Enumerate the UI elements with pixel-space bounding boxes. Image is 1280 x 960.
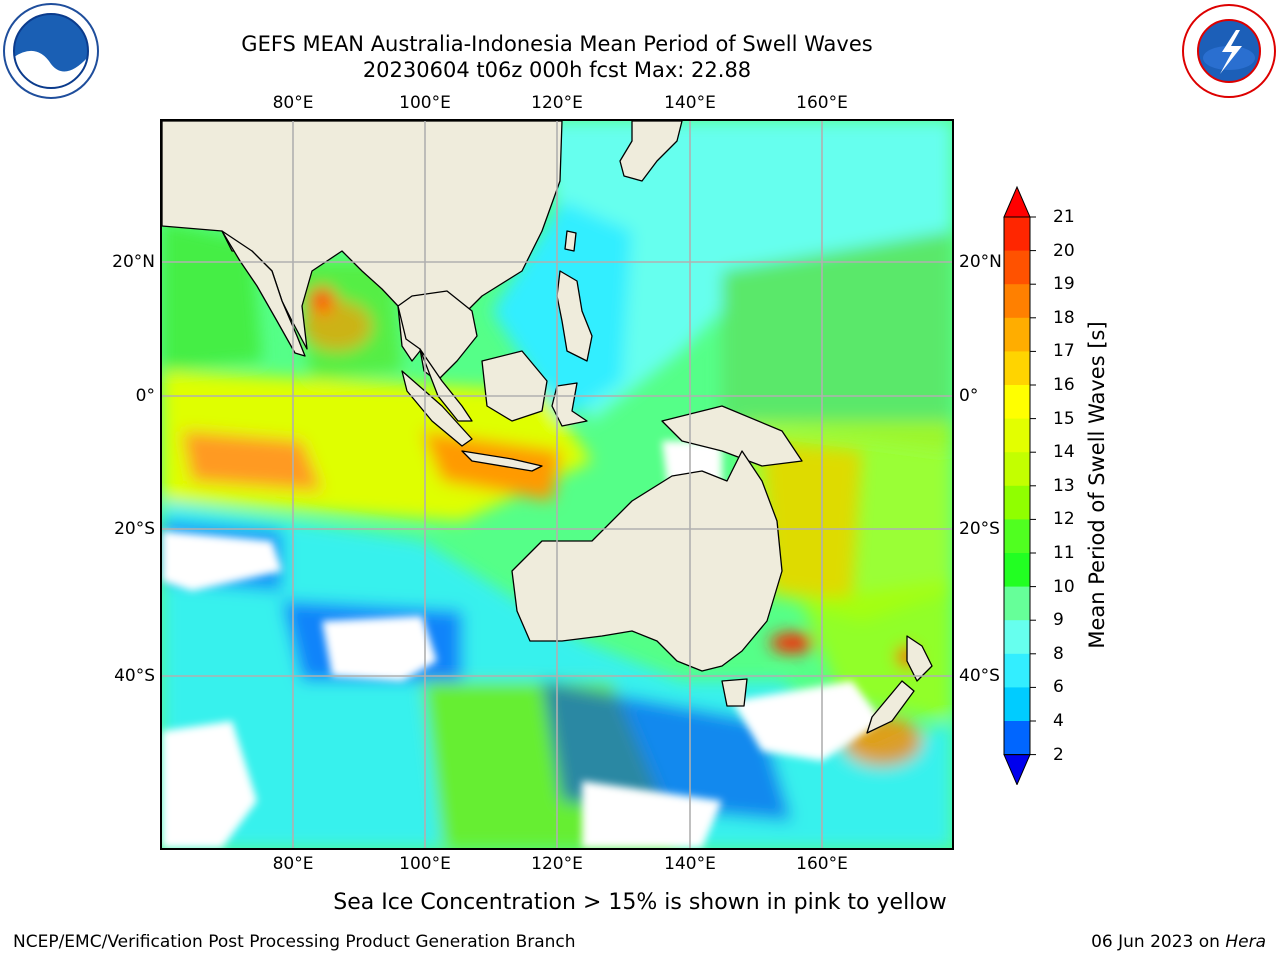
- colorbar-tick-label: 2: [1053, 744, 1064, 765]
- colorbar-over-arrow: [1003, 185, 1031, 218]
- field-green-arabian: [162, 221, 262, 371]
- colorbar-band: [1004, 519, 1030, 554]
- colorbar-band: [1004, 721, 1030, 756]
- colorbar-band: [1004, 317, 1030, 352]
- colorbar-tick-label: 15: [1053, 408, 1075, 429]
- colorbar-tick-label: 19: [1053, 274, 1075, 295]
- colorbar-band: [1004, 418, 1030, 453]
- mask-white-south-io-2: [162, 721, 257, 848]
- land-new-guinea: [661, 405, 803, 467]
- colorbar-band: [1004, 620, 1030, 655]
- colorbar-tick-label: 16: [1053, 375, 1075, 395]
- land-borneo: [481, 350, 548, 422]
- colorbar-tick-label: 8: [1053, 643, 1064, 664]
- colorbar-band: [1004, 351, 1030, 386]
- x-tick-top-120e: 120°E: [531, 93, 583, 113]
- sea-ice-note: Sea Ice Concentration > 15% is shown in …: [333, 890, 947, 915]
- x-tick-bottom-80e: 80°E: [272, 854, 314, 874]
- colorbar-band: [1004, 485, 1030, 520]
- colorbar-tick-label: 6: [1053, 677, 1064, 698]
- field-yellow-coral: [742, 421, 952, 621]
- y-tick-right-0: 0°: [959, 386, 979, 406]
- colorbar-tick-label: 14: [1053, 442, 1075, 463]
- mask-white-south-deep: [582, 781, 722, 848]
- land-taiwan: [564, 230, 577, 252]
- land-indochina: [397, 290, 478, 382]
- y-tick-right-20n: 20°N: [959, 252, 1002, 272]
- y-tick-right-40s: 40°S: [959, 666, 1000, 686]
- y-tick-left-20s: 20°S: [114, 519, 155, 539]
- x-tick-top-140e: 140°E: [664, 93, 716, 113]
- colorbar-svg: [1003, 185, 1036, 786]
- land-japan: [619, 121, 683, 182]
- colorbar-band: [1004, 653, 1030, 688]
- colorbar-band: [1004, 687, 1030, 722]
- colorbar-tick-label: 4: [1053, 711, 1064, 731]
- colorbar-tick-label: 13: [1053, 475, 1075, 496]
- y-tick-left-0: 0°: [135, 386, 155, 406]
- colorbar-tick-label: 17: [1053, 341, 1075, 362]
- colorbar-under-arrow: [1003, 754, 1031, 786]
- x-tick-top-160e: 160°E: [796, 93, 848, 113]
- colorbar-band: [1004, 586, 1030, 621]
- colorbar-tick-label: 21: [1053, 207, 1075, 227]
- land-nz-north: [906, 635, 933, 682]
- field-red-tasman: [770, 633, 814, 653]
- noaa-logo: [2, 2, 100, 104]
- colorbar-band: [1004, 385, 1030, 420]
- colorbar-tick-label: 9: [1053, 610, 1064, 631]
- land-sumatra: [401, 370, 473, 447]
- colorbar-tick-label: 11: [1053, 543, 1075, 563]
- land-tasmania: [721, 678, 748, 707]
- x-tick-top-100e: 100°E: [399, 93, 451, 113]
- field-orange-java: [422, 431, 562, 501]
- x-tick-bottom-100e: 100°E: [399, 854, 451, 874]
- colorbar-tick-label: 18: [1053, 307, 1075, 328]
- footer-date: 06 Jun 2023 on Hera: [1091, 932, 1266, 952]
- footer-date-text: 06 Jun 2023 on: [1091, 932, 1226, 952]
- land-australia: [511, 450, 783, 672]
- x-tick-bottom-160e: 160°E: [796, 854, 848, 874]
- colorbar: [995, 185, 1045, 789]
- field-orange-io-west: [182, 431, 322, 491]
- mask-white-south-of-aus: [732, 681, 882, 761]
- x-tick-bottom-140e: 140°E: [664, 854, 716, 874]
- mask-white-south-io-1: [322, 616, 437, 681]
- colorbar-band: [1004, 217, 1030, 252]
- land-java: [461, 450, 543, 472]
- x-tick-bottom-120e: 120°E: [531, 854, 583, 874]
- colorbar-tick-label: 12: [1053, 509, 1075, 530]
- colorbar-band: [1004, 250, 1030, 285]
- land-nz-south: [866, 680, 915, 734]
- y-tick-right-20s: 20°S: [959, 519, 1000, 539]
- mask-white-south-io-3: [162, 531, 282, 591]
- national-weather-service-logo: [1180, 2, 1278, 104]
- chart-title: GEFS MEAN Australia-Indonesia Mean Perio…: [241, 32, 873, 56]
- footer-credit: NCEP/EMC/Verification Post Processing Pr…: [13, 932, 576, 952]
- land-sulawesi: [551, 382, 588, 427]
- field-orange-bengal: [302, 301, 372, 351]
- map-panel: [160, 119, 954, 850]
- y-tick-left-20n: 20°N: [112, 252, 155, 272]
- chart-subtitle: 20230604 t06z 000h fcst Max: 22.88: [362, 58, 752, 82]
- colorbar-label: Mean Period of Swell Waves [s]: [1085, 321, 1109, 649]
- x-tick-top-80e: 80°E: [272, 93, 314, 113]
- colorbar-tick-label: 20: [1053, 240, 1075, 261]
- colorbar-band: [1004, 452, 1030, 487]
- y-tick-left-40s: 40°S: [114, 666, 155, 686]
- colorbar-tick-label: 10: [1053, 576, 1075, 597]
- colorbar-band: [1004, 284, 1030, 319]
- colorbar-band: [1004, 553, 1030, 588]
- land-philippines: [556, 270, 593, 362]
- swell-period-map: [162, 121, 952, 848]
- footer-host: Hera: [1225, 932, 1266, 952]
